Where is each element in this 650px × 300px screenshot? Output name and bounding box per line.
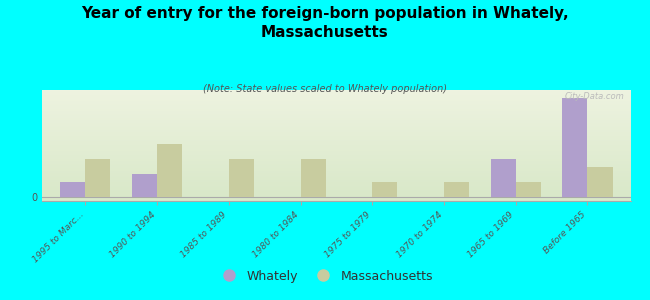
Bar bbox=[491, 159, 515, 197]
Text: City-Data.com: City-Data.com bbox=[565, 92, 625, 101]
Bar bbox=[588, 167, 612, 197]
Text: (Note: State values scaled to Whately population): (Note: State values scaled to Whately po… bbox=[203, 84, 447, 94]
Bar bbox=[85, 159, 111, 197]
Bar bbox=[515, 182, 541, 197]
Bar bbox=[300, 159, 326, 197]
Bar bbox=[157, 144, 182, 197]
Bar bbox=[60, 182, 85, 197]
Bar bbox=[372, 182, 397, 197]
Text: Year of entry for the foreign-born population in Whately,
Massachusetts: Year of entry for the foreign-born popul… bbox=[81, 6, 569, 40]
Bar bbox=[229, 159, 254, 197]
Legend: Whately, Massachusetts: Whately, Massachusetts bbox=[212, 265, 438, 288]
Bar bbox=[132, 174, 157, 197]
Bar bbox=[444, 182, 469, 197]
Bar bbox=[562, 98, 588, 197]
